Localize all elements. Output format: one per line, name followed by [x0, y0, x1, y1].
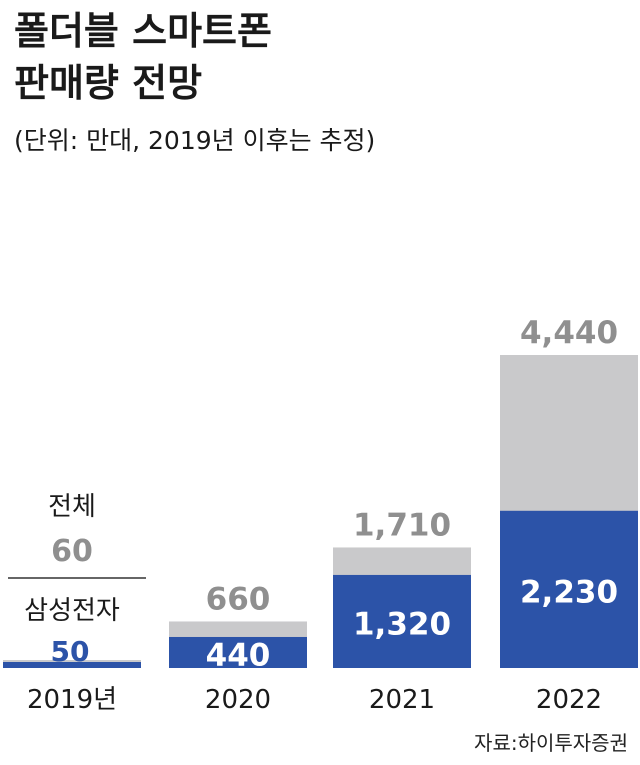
total-label-2: 1,710 — [353, 507, 451, 543]
category-label-0: 2019년 — [27, 685, 117, 715]
bar-samsung-1 — [169, 636, 307, 668]
chart-title-line-1: 폴더블 스마트폰 — [14, 9, 272, 53]
source-note: 자료:하이투자증권 — [474, 731, 628, 755]
legend-samsung-label: 삼성전자 — [24, 596, 120, 626]
bar-samsung-2 — [333, 574, 471, 668]
bar-samsung-0 — [3, 662, 141, 668]
samsung-label-0: 50 — [51, 635, 90, 668]
total-label-0: 60 — [51, 534, 93, 569]
total-label-1: 660 — [206, 581, 271, 617]
category-label-1: 2020 — [205, 685, 271, 715]
chart-subtitle: (단위: 만대, 2019년 이후는 추정) — [14, 126, 376, 155]
samsung-label-1: 440 — [206, 637, 271, 673]
bar-samsung-3 — [500, 510, 638, 668]
chart-title-line-2: 판매량 전망 — [14, 61, 203, 105]
samsung-label-3: 2,230 — [520, 574, 618, 610]
samsung-label-2: 1,320 — [353, 606, 451, 642]
category-label-2: 2021 — [369, 685, 435, 715]
legend-total-label: 전체 — [48, 492, 96, 522]
category-label-3: 2022 — [536, 685, 602, 715]
total-label-3: 4,440 — [520, 315, 618, 351]
